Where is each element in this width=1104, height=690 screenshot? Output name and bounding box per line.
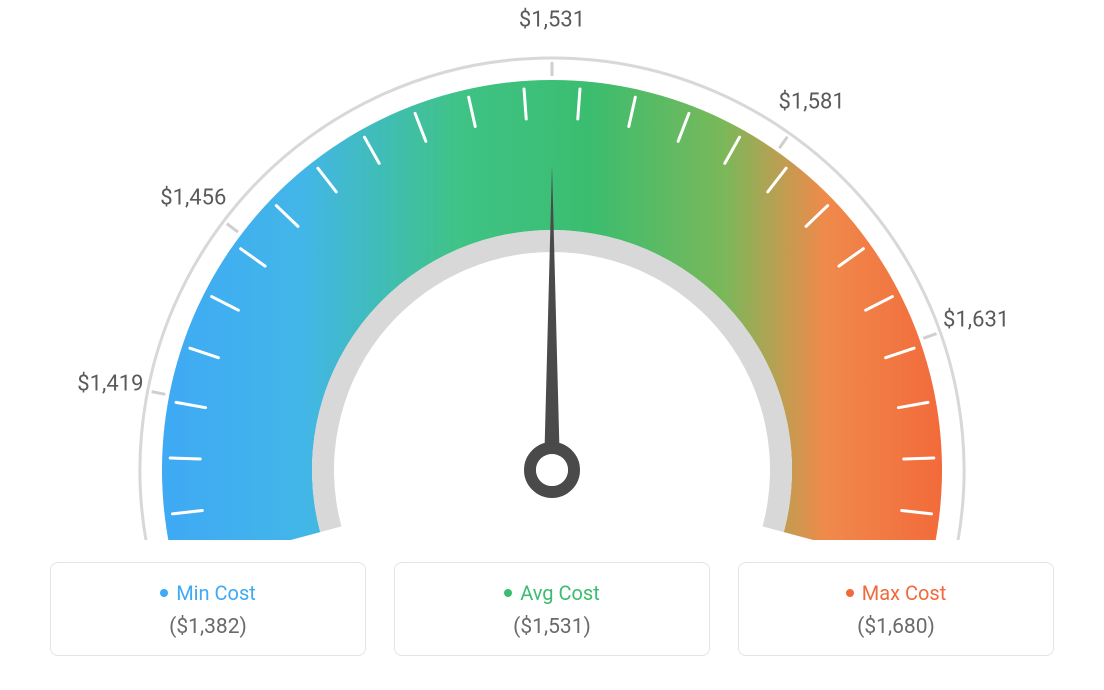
legend-card-avg: Avg Cost ($1,531) <box>394 562 710 656</box>
legend-title-text-max: Max Cost <box>862 581 947 605</box>
legend-title-text-min: Min Cost <box>176 581 256 605</box>
gauge-tick-label: $1,456 <box>160 186 226 211</box>
gauge-tick-label: $1,419 <box>77 371 143 396</box>
legend-title-min: Min Cost <box>160 581 256 605</box>
legend-card-min: Min Cost ($1,382) <box>50 562 366 656</box>
dot-icon-avg <box>504 589 512 597</box>
gauge-tick-label: $1,581 <box>779 90 845 115</box>
gauge-svg <box>0 0 1104 540</box>
cost-gauge-chart: $1,382$1,419$1,456$1,531$1,581$1,631$1,6… <box>0 0 1104 540</box>
legend-value-max: ($1,680) <box>751 615 1041 639</box>
legend-title-max: Max Cost <box>846 581 947 605</box>
gauge-tick-label: $1,531 <box>519 8 585 33</box>
legend-title-text-avg: Avg Cost <box>520 581 600 605</box>
legend-value-avg: ($1,531) <box>407 615 697 639</box>
dot-icon-max <box>846 589 854 597</box>
dot-icon-min <box>160 589 168 597</box>
legend-row: Min Cost ($1,382) Avg Cost ($1,531) Max … <box>50 562 1054 656</box>
gauge-tick-label: $1,631 <box>943 307 1009 332</box>
legend-title-avg: Avg Cost <box>504 581 600 605</box>
legend-value-min: ($1,382) <box>63 615 353 639</box>
legend-card-max: Max Cost ($1,680) <box>738 562 1054 656</box>
